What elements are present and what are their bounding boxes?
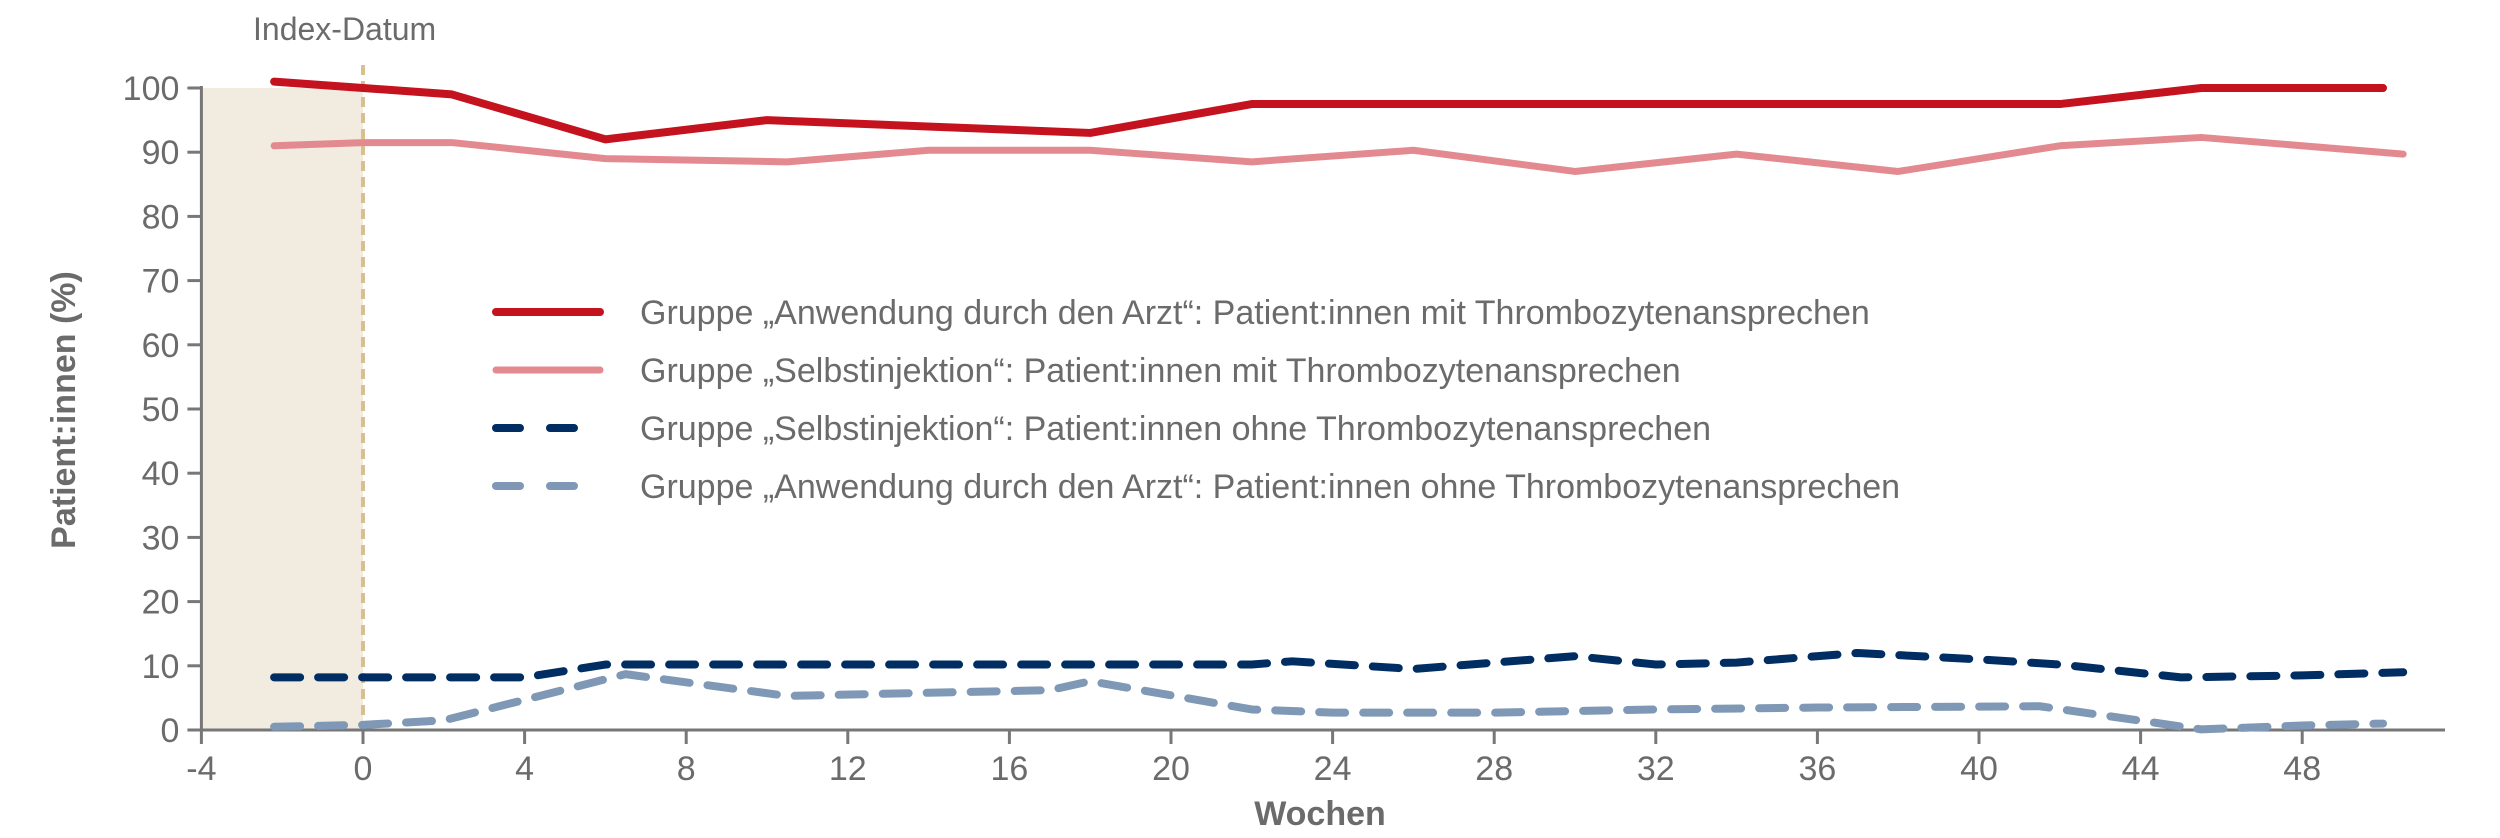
x-tick-label: 40: [1960, 750, 1998, 788]
x-tick-label: 0: [354, 750, 373, 788]
index-shaded-region: [201, 88, 363, 730]
x-tick-label: 32: [1637, 750, 1675, 788]
x-tick-label: 20: [1152, 750, 1190, 788]
y-tick-label: 80: [142, 198, 180, 236]
x-tick-label: 16: [990, 750, 1028, 788]
y-tick-label: 60: [142, 327, 180, 365]
x-tick-label: 36: [1798, 750, 1836, 788]
x-tick-label: -4: [186, 750, 216, 788]
series-line-1: [270, 77, 2387, 144]
legend-label: Gruppe „Anwendung durch den Arzt“: Patie…: [640, 468, 1900, 506]
legend-label: Gruppe „Selbstinjektion“: Patient:innen …: [640, 410, 1711, 448]
y-tick-label: 70: [142, 263, 180, 301]
x-tick-label: 4: [515, 750, 534, 788]
series-line-4: [270, 670, 2387, 734]
y-tick-label: 100: [123, 70, 180, 108]
legend-label: Gruppe „Selbstinjektion“: Patient:innen …: [640, 352, 1681, 390]
x-axis-label: Wochen: [1254, 795, 1386, 833]
legend-label: Gruppe „Anwendung durch den Arzt“: Patie…: [640, 294, 1870, 332]
x-tick-label: 48: [2283, 750, 2321, 788]
y-tick-label: 50: [142, 391, 180, 429]
y-axis-label: Patient:innen (%): [45, 271, 83, 549]
series-line-2: [270, 133, 2407, 175]
annotation-label: Index-Datum: [253, 11, 436, 47]
x-tick-label: 8: [677, 750, 696, 788]
x-tick-label: 24: [1314, 750, 1352, 788]
y-tick-label: 30: [142, 519, 180, 557]
y-tick-label: 0: [160, 712, 179, 750]
x-tick-label: 12: [829, 750, 867, 788]
x-tick-label: 28: [1475, 750, 1513, 788]
y-tick-label: 10: [142, 648, 180, 686]
y-tick-label: 90: [142, 134, 180, 172]
x-tick-label: 44: [2122, 750, 2160, 788]
y-tick-label: 20: [142, 584, 180, 622]
y-tick-label: 40: [142, 455, 180, 493]
series-line-3: [270, 648, 2408, 682]
